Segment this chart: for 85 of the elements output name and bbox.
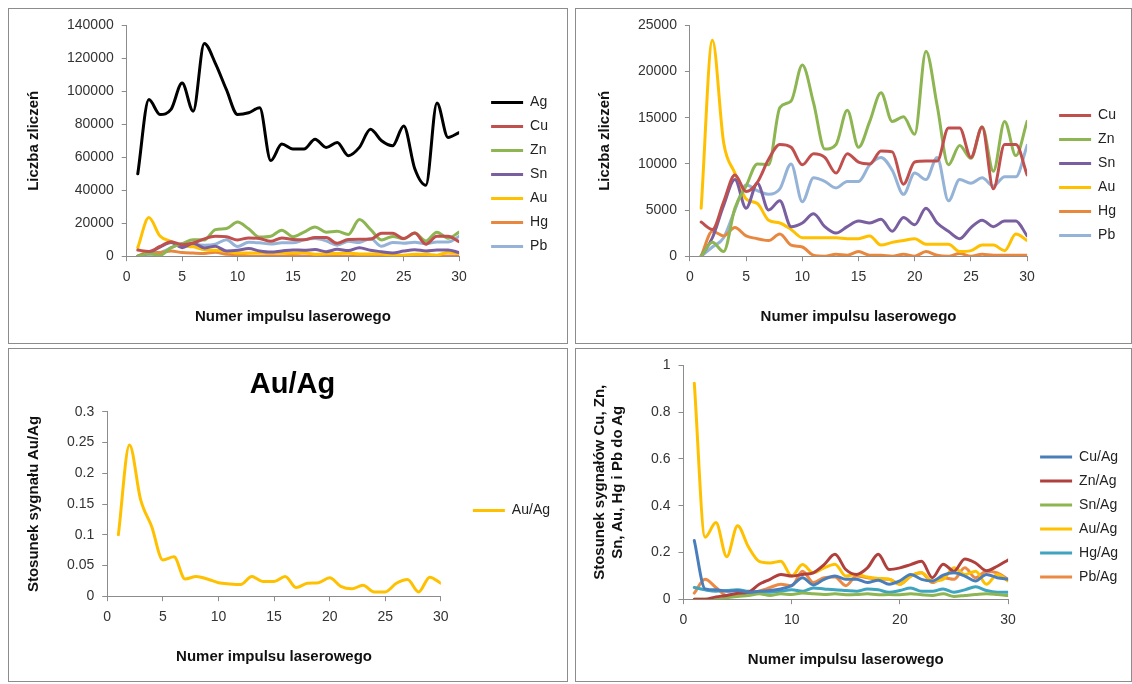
x-tick-label: 10 <box>783 611 800 628</box>
y-tick-label: 5000 <box>645 200 678 217</box>
legend-label: Au/Ag <box>511 501 550 518</box>
y-tick-label: 0 <box>86 587 95 604</box>
legend-label: Sn/Ag <box>1079 495 1118 512</box>
y-tick-label: 120000 <box>67 49 114 66</box>
legend-label: Cu <box>1098 106 1117 123</box>
legend-label: Hg <box>530 213 549 230</box>
y-tick-label: 0.8 <box>650 403 671 420</box>
x-axis-title: Numer impulsu laserowego <box>194 307 391 325</box>
y-tick-label: 0.2 <box>650 543 671 560</box>
chart-title: Au/Ag <box>249 367 336 400</box>
x-tick-label: 30 <box>1019 268 1036 285</box>
y-tick-label: 80000 <box>74 115 114 132</box>
y-tick-label: 0.3 <box>74 402 95 419</box>
y-axis-title: Stosunek sygnałów Cu, Zn, Sn, Au, Hg i Pb do Ag <box>590 384 626 580</box>
legend-label: Sn <box>530 165 548 182</box>
y-tick-label: 100000 <box>67 82 114 99</box>
x-tick-label: 5 <box>178 268 187 285</box>
legend-label: Cu/Ag <box>1079 447 1119 464</box>
line-series <box>116 443 441 594</box>
y-tick-label: 20000 <box>74 214 114 231</box>
x-tick-label: 25 <box>395 268 412 285</box>
y-axis-title: Stosunek sygnału Au/Ag <box>24 415 42 593</box>
x-tick-label: 0 <box>686 268 695 285</box>
y-tick-label: 25000 <box>637 16 678 33</box>
legend-label: Au <box>530 189 548 206</box>
legend-label: Hg <box>1098 202 1117 219</box>
x-tick-label: 30 <box>451 268 468 285</box>
y-axis-title: Liczba zliczeń <box>595 90 613 191</box>
x-tick-label: 5 <box>742 268 751 285</box>
x-tick-label: 10 <box>210 608 227 625</box>
y-tick-label: 60000 <box>74 148 114 165</box>
y-tick-label: 40000 <box>74 181 114 198</box>
line-series <box>692 539 1009 594</box>
y-tick-label: 0 <box>105 247 114 264</box>
legend-label: Sn <box>1098 154 1116 171</box>
x-tick-label: 20 <box>340 268 357 285</box>
legend-label: Hg/Ag <box>1079 543 1119 560</box>
y-tick-label: 0.05 <box>67 556 95 573</box>
legend-label: Zn <box>1098 130 1115 147</box>
x-tick-label: 15 <box>285 268 301 285</box>
legend-label: Cu <box>530 117 549 134</box>
x-tick-label: 25 <box>963 268 979 285</box>
legend-label: Ag <box>530 93 548 110</box>
legend-label: Pb <box>1098 226 1116 243</box>
legend-label: Zn/Ag <box>1079 471 1117 488</box>
line-series <box>136 42 460 187</box>
line-series <box>692 552 1009 600</box>
x-tick-label: 10 <box>794 268 811 285</box>
x-axis-title: Numer impulsu laserowego <box>176 647 372 665</box>
legend-label: Pb/Ag <box>1079 567 1118 584</box>
legend-label: Au/Ag <box>1079 519 1118 536</box>
y-tick-label: 1 <box>662 356 671 373</box>
y-tick-label: 0.15 <box>67 494 95 511</box>
x-tick-label: 20 <box>321 608 338 625</box>
y-tick-label: 0.25 <box>67 433 95 450</box>
line-series <box>699 226 1028 257</box>
legend-label: Au <box>1098 178 1116 195</box>
x-tick-label: 0 <box>122 268 131 285</box>
y-tick-label: 0 <box>662 590 671 607</box>
y-tick-label: 10000 <box>637 154 678 171</box>
x-tick-label: 10 <box>229 268 246 285</box>
y-tick-label: 140000 <box>67 16 114 33</box>
x-tick-label: 15 <box>850 268 867 285</box>
legend-label: Pb <box>530 237 548 254</box>
x-tick-label: 20 <box>892 611 908 628</box>
y-tick-label: 0.6 <box>650 449 671 466</box>
x-axis-title: Numer impulsu laserowego <box>747 650 944 668</box>
x-tick-label: 20 <box>906 268 923 285</box>
y-tick-label: 0.2 <box>74 464 95 481</box>
x-tick-label: 5 <box>158 608 167 625</box>
x-tick-label: 25 <box>377 608 394 625</box>
x-tick-label: 30 <box>433 608 449 625</box>
x-tick-label: 15 <box>266 608 283 625</box>
x-axis-title: Numer impulsu laserowego <box>760 307 957 325</box>
line-series <box>699 125 1028 231</box>
legend-label: Zn <box>530 141 547 158</box>
x-tick-label: 30 <box>1000 611 1017 628</box>
y-tick-label: 0 <box>669 247 678 264</box>
y-axis-title: Liczba zliczeń <box>24 90 42 191</box>
y-tick-label: 0.1 <box>74 525 95 542</box>
y-tick-label: 15000 <box>637 108 678 125</box>
y-tick-label: 20000 <box>637 62 678 79</box>
y-tick-label: 0.4 <box>650 496 671 513</box>
